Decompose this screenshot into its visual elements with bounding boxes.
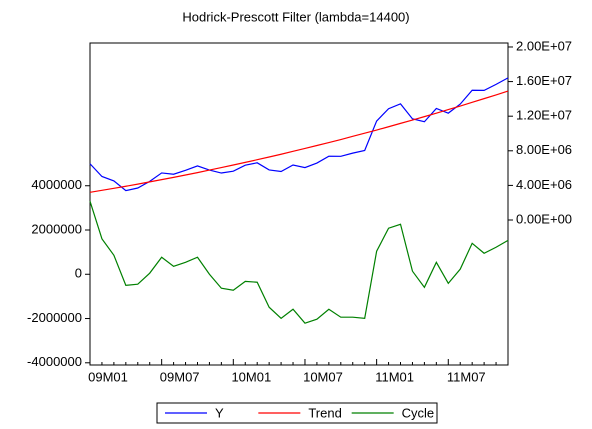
y-tick-label: 4000000: [31, 177, 82, 192]
legend-label: Cycle: [402, 405, 435, 420]
y-tick-label: 0: [75, 266, 82, 281]
chart-title: Hodrick-Prescott Filter (lambda=14400): [182, 9, 409, 24]
series-line: [89, 201, 509, 324]
x-tick-label: 09M07: [160, 369, 200, 384]
x-tick-label: 09M01: [88, 369, 128, 384]
series-line: [89, 90, 509, 193]
y2-tick-label: 1.60E+07: [516, 73, 572, 88]
plot-frame: [89, 42, 509, 366]
x-tick-label: 10M01: [231, 369, 271, 384]
x-tick-label: 11M07: [447, 369, 486, 384]
y2-tick-label: 2.00E+07: [516, 38, 572, 53]
legend-label: Y: [215, 405, 224, 420]
y-tick-label: 2000000: [31, 221, 82, 236]
legend-label: Trend: [308, 405, 341, 420]
x-tick-label: 10M07: [303, 369, 343, 384]
y2-tick-label: 0.00E+00: [516, 211, 572, 226]
y-tick-label: -2000000: [27, 310, 82, 325]
y2-tick-label: 8.00E+06: [516, 142, 572, 157]
y2-tick-label: 4.00E+06: [516, 177, 572, 192]
y2-tick-label: 1.20E+07: [516, 108, 572, 123]
y-tick-label: -4000000: [27, 354, 82, 369]
x-tick-label: 11M01: [375, 369, 414, 384]
series-line: [89, 77, 509, 192]
